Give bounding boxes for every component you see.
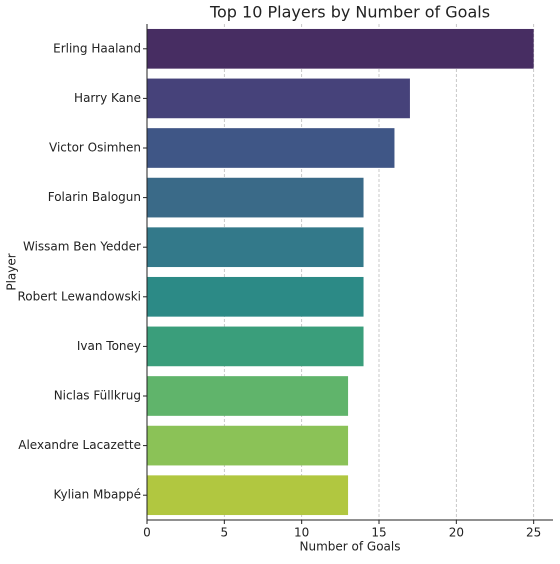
bar <box>147 78 410 119</box>
y-tick-label: Robert Lewandowski <box>17 289 141 303</box>
bar <box>147 376 349 416</box>
bar <box>147 425 349 466</box>
bar <box>147 28 534 69</box>
y-axis-label: Player <box>5 253 19 290</box>
y-tick-label: Folarin Balogun <box>48 190 141 204</box>
x-tick-label: 10 <box>294 526 309 540</box>
y-tick-label: Niclas Füllkrug <box>54 389 141 403</box>
y-tick-label: Wissam Ben Yedder <box>23 240 141 254</box>
bar <box>147 177 364 218</box>
y-tick-label: Kylian Mbappé <box>54 488 141 502</box>
x-tick-label: 5 <box>221 526 229 540</box>
x-tick-label: 0 <box>143 526 151 540</box>
bar <box>147 276 364 317</box>
y-tick-label: Alexandre Lacazette <box>18 438 141 452</box>
bar <box>147 128 395 168</box>
x-tick-label: 25 <box>526 526 541 540</box>
y-tick-label: Victor Osimhen <box>49 141 141 155</box>
bar <box>147 475 349 516</box>
y-tick-label: Ivan Toney <box>77 339 141 353</box>
bar <box>147 326 364 367</box>
x-tick-label: 15 <box>371 526 386 540</box>
x-axis-label: Number of Goals <box>300 540 401 554</box>
bar <box>147 227 364 268</box>
y-tick-label: Harry Kane <box>74 91 141 105</box>
x-tick-label: 20 <box>449 526 464 540</box>
y-tick-label: Erling Haaland <box>53 41 141 55</box>
chart-title: Top 10 Players by Number of Goals <box>209 3 490 22</box>
